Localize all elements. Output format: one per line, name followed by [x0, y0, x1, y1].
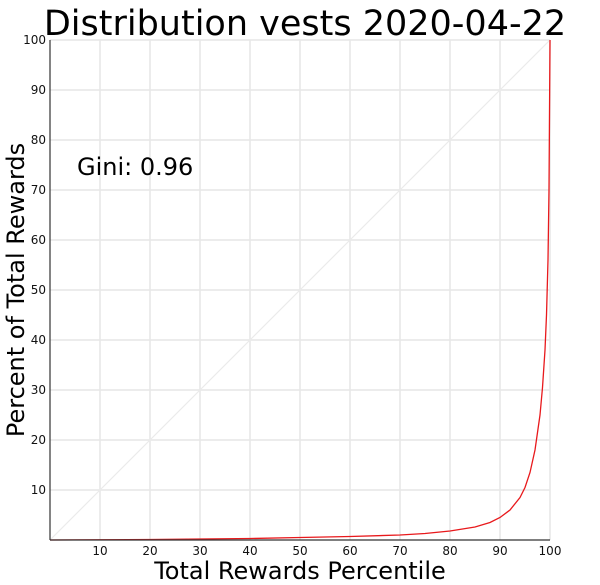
- y-tick-label: 90: [31, 83, 46, 97]
- x-tick-label: 10: [92, 544, 107, 558]
- y-tick-labels: 10 20 30 40 50 60 70 80 90 100: [23, 33, 46, 497]
- y-tick-label: 40: [31, 333, 46, 347]
- grid: [50, 39, 551, 540]
- x-tick-label: 60: [342, 544, 357, 558]
- x-tick-label: 70: [392, 544, 407, 558]
- equality-line: [49, 39, 551, 541]
- x-tick-label: 90: [492, 544, 507, 558]
- lorenz-curve: [49, 39, 551, 541]
- y-tick-label: 100: [23, 33, 46, 47]
- y-tick-label: 30: [31, 383, 46, 397]
- gini-annotation: Gini: 0.96: [77, 153, 193, 181]
- y-tick-label: 80: [31, 133, 46, 147]
- y-axis-label: Percent of Total Rewards: [2, 143, 30, 437]
- x-tick-label: 50: [292, 544, 307, 558]
- x-axis-label: Total Rewards Percentile: [153, 557, 446, 585]
- x-tick-label: 40: [242, 544, 257, 558]
- y-tick-label: 50: [31, 283, 46, 297]
- y-tick-label: 10: [31, 483, 46, 497]
- chart-title: Distribution vests 2020-04-22: [44, 4, 566, 44]
- x-tick-labels: 10 20 30 40 50 60 70 80 90 100: [92, 544, 561, 558]
- y-tick-label: 20: [31, 433, 46, 447]
- x-tick-label: 80: [442, 544, 457, 558]
- x-tick-label: 30: [192, 544, 207, 558]
- x-tick-label: 20: [142, 544, 157, 558]
- x-tick-label: 100: [539, 544, 562, 558]
- y-tick-label: 70: [31, 183, 46, 197]
- y-tick-label: 60: [31, 233, 46, 247]
